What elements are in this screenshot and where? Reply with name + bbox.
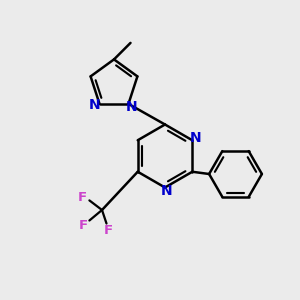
Text: F: F <box>78 191 87 204</box>
Text: N: N <box>126 100 137 114</box>
Text: N: N <box>88 98 100 112</box>
Text: N: N <box>161 184 172 198</box>
Text: F: F <box>104 224 113 237</box>
Text: N: N <box>190 131 202 145</box>
Text: F: F <box>79 219 88 232</box>
